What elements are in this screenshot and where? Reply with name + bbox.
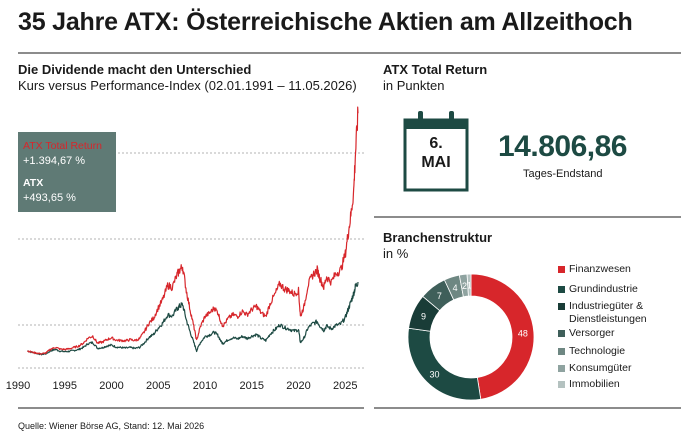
legend-swatch <box>558 303 565 310</box>
legend-label: Immobilien <box>569 378 620 390</box>
x-tick-label: 2020 <box>286 380 310 392</box>
donut-slice-label: 2 <box>462 281 467 291</box>
legend-label: Industriegüter & <box>569 300 644 312</box>
calendar-icon <box>403 111 469 192</box>
legend-label: Dienstleistungen <box>569 313 647 325</box>
donut-slice-label: 7 <box>437 291 442 301</box>
donut-slice-label: 1 <box>467 281 472 291</box>
closing-value-caption: Tages-Endstand <box>523 168 603 180</box>
x-tick-label: 2010 <box>193 380 217 392</box>
stat-subtitle: in Punkten <box>383 78 445 93</box>
donut-slice-2 <box>407 327 482 401</box>
legend-item: Technologie <box>558 345 626 358</box>
legend-series-2-name: ATX <box>23 177 43 189</box>
donut-slice-label: 9 <box>421 311 426 321</box>
legend-swatch <box>558 266 565 273</box>
donut-slice-label: 48 <box>518 328 528 338</box>
x-tick-label: 2015 <box>240 380 264 392</box>
donut-slice-label: 30 <box>430 370 440 380</box>
legend-box <box>18 132 116 212</box>
legend-label: Grundindustrie <box>569 283 638 295</box>
page-title: 35 Jahre ATX: Österreichische Aktien am … <box>18 8 633 36</box>
x-tick-label: 1990 <box>6 380 30 392</box>
donut-slice-label: 4 <box>453 283 458 293</box>
legend-item: Versorger <box>558 327 615 340</box>
legend-series-1-name: ATX Total Return <box>23 140 102 152</box>
donut-slice-1 <box>470 273 535 400</box>
legend-item: Konsumgüter <box>558 362 632 375</box>
legend-series-1-change: +1.394,67 % <box>23 155 85 167</box>
line-chart-subtitle: Kurs versus Performance-Index (02.01.199… <box>18 78 357 93</box>
x-tick-label: 2000 <box>99 380 123 392</box>
legend-label: Finanzwesen <box>569 263 631 275</box>
calendar-month: MAI <box>421 154 451 171</box>
legend-label: Technologie <box>569 345 626 357</box>
legend-item: Immobilien <box>558 378 620 391</box>
line-chart-title: Die Dividende macht den Unterschied <box>18 62 252 77</box>
source-note: Quelle: Wiener Börse AG, Stand: 12. Mai … <box>18 421 205 431</box>
legend-swatch <box>558 348 565 355</box>
x-tick-label: 1995 <box>53 380 77 392</box>
donut-subtitle: in % <box>383 246 409 261</box>
closing-value: 14.806,86 <box>498 130 627 163</box>
legend-label: Versorger <box>569 327 615 339</box>
x-tick-label: 2025 <box>333 380 357 392</box>
legend-item: Finanzwesen <box>558 263 631 276</box>
donut-slice-7 <box>466 273 472 297</box>
x-tick-label: 2005 <box>146 380 170 392</box>
legend-swatch <box>558 286 565 293</box>
legend-series-2-change: +493,65 % <box>23 192 76 204</box>
legend-swatch <box>558 381 565 388</box>
legend-item: Industriegüter & Dienstleistungen <box>558 300 647 326</box>
donut-chart: 48 30 9 7 4 2 1 <box>407 273 535 401</box>
line-chart: 1990 1995 2000 2005 2010 2015 2020 2025 ATX Tot… <box>6 106 364 392</box>
series-line-1 <box>27 106 359 355</box>
calendar-day: 6. <box>429 135 443 152</box>
legend-swatch <box>558 365 565 372</box>
series-line-2 <box>27 281 359 356</box>
donut-title: Branchenstruktur <box>383 230 493 245</box>
legend-item: Grundindustrie <box>558 283 638 296</box>
legend-label: Konsumgüter <box>569 362 632 374</box>
stat-title: ATX Total Return <box>383 62 488 77</box>
legend-swatch <box>558 330 565 337</box>
